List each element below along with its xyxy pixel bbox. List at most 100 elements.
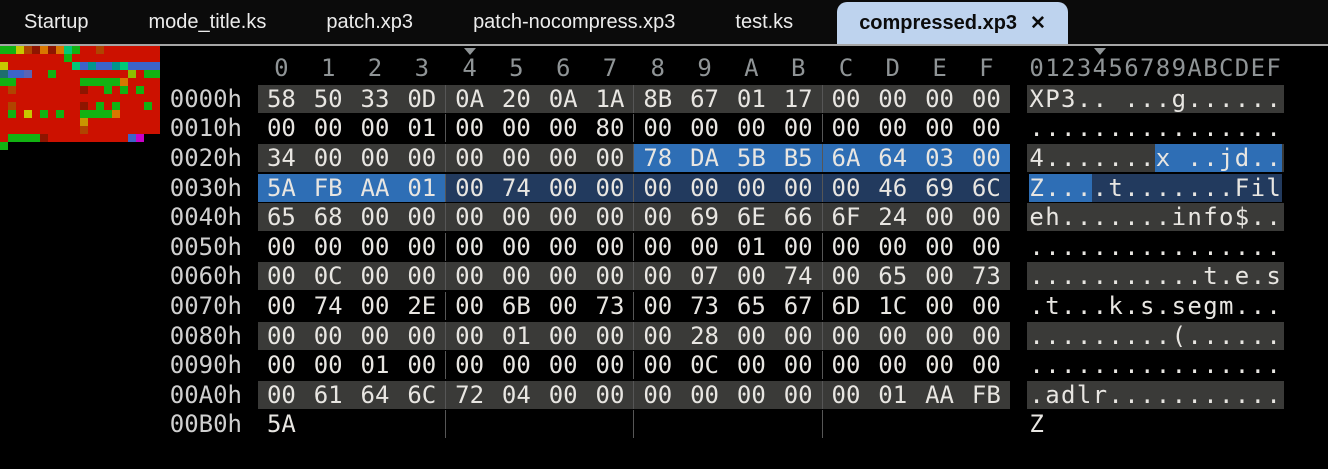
ascii-char[interactable]: .: [1187, 351, 1202, 380]
ascii-char[interactable]: .: [1155, 114, 1171, 143]
hex-byte[interactable]: 00: [643, 232, 673, 261]
hex-byte[interactable]: 01: [736, 232, 766, 261]
hex-byte[interactable]: 00: [548, 262, 578, 291]
ascii-char[interactable]: $: [1234, 203, 1250, 232]
hex-byte[interactable]: 00: [501, 114, 531, 143]
ascii-char[interactable]: .: [1140, 262, 1155, 291]
hex-byte[interactable]: 00: [783, 321, 813, 350]
ascii-char[interactable]: .: [1092, 84, 1108, 113]
ascii-char[interactable]: .: [1218, 380, 1234, 409]
hex-byte[interactable]: 00: [925, 114, 954, 143]
hex-byte[interactable]: 46: [869, 173, 917, 202]
hex-byte[interactable]: 00: [831, 232, 861, 261]
hex-byte[interactable]: 00: [831, 351, 861, 380]
ascii-char[interactable]: .: [1029, 114, 1044, 143]
hex-byte[interactable]: 00: [971, 321, 1001, 350]
ascii-char[interactable]: .: [1076, 203, 1092, 232]
hex-byte[interactable]: 00: [878, 84, 908, 113]
hex-byte[interactable]: 6F: [831, 203, 861, 232]
hex-byte[interactable]: 00: [822, 173, 870, 202]
ascii-char[interactable]: .: [1029, 351, 1044, 380]
ascii-char[interactable]: .: [1218, 84, 1234, 113]
ascii-char[interactable]: .: [1045, 351, 1060, 380]
ascii-char[interactable]: .: [1044, 173, 1061, 202]
ascii-char[interactable]: .: [1202, 173, 1219, 202]
hex-byte[interactable]: 00: [736, 321, 766, 350]
ascii-char[interactable]: [1266, 410, 1282, 438]
hex-byte[interactable]: [305, 410, 352, 438]
hex-byte[interactable]: 00: [783, 114, 813, 143]
hex-byte[interactable]: [493, 410, 540, 438]
hex-byte[interactable]: 04: [501, 380, 531, 409]
ascii-char[interactable]: .: [1218, 351, 1234, 380]
ascii-char[interactable]: [1060, 410, 1076, 438]
ascii-char[interactable]: .: [1266, 232, 1281, 261]
tab-patch-nocompress-xp3[interactable]: patch-nocompress.xp3: [473, 10, 676, 33]
ascii-char[interactable]: .: [1092, 262, 1108, 291]
hex-byte[interactable]: 00: [831, 84, 861, 113]
ascii-char[interactable]: .: [1108, 351, 1123, 380]
ascii-char[interactable]: .: [1155, 321, 1171, 350]
ascii-char[interactable]: .: [1061, 232, 1076, 261]
ascii-char[interactable]: .: [1155, 203, 1171, 232]
ascii-char[interactable]: [1155, 410, 1171, 438]
hex-byte[interactable]: 61: [313, 380, 343, 409]
hex-byte[interactable]: 00: [360, 203, 390, 232]
hex-byte[interactable]: 00: [831, 114, 861, 143]
hex-byte[interactable]: 6B: [501, 291, 531, 320]
ascii-char[interactable]: .: [1061, 203, 1076, 232]
ascii-char[interactable]: .: [1092, 232, 1108, 261]
ascii-char[interactable]: .: [1061, 262, 1076, 291]
ascii-char[interactable]: g: [1171, 84, 1187, 113]
ascii-char[interactable]: .: [1155, 262, 1171, 291]
hex-byte[interactable]: 1A: [595, 84, 625, 113]
hex-byte[interactable]: 00: [925, 321, 954, 350]
hex-byte[interactable]: 00: [501, 232, 531, 261]
hex-byte[interactable]: 00: [925, 203, 954, 232]
ascii-char[interactable]: s: [1171, 291, 1187, 320]
hex-byte[interactable]: 64: [360, 380, 390, 409]
ascii-char[interactable]: .: [1218, 232, 1234, 261]
hex-byte[interactable]: [681, 410, 728, 438]
hex-byte[interactable]: 00: [925, 232, 954, 261]
hex-byte[interactable]: 00: [971, 232, 1001, 261]
ascii-char[interactable]: [1045, 410, 1061, 438]
hex-byte[interactable]: 00: [548, 143, 578, 172]
hex-byte[interactable]: 00: [360, 114, 390, 143]
ascii-char[interactable]: .: [1076, 262, 1092, 291]
ascii-char[interactable]: .: [1076, 291, 1092, 320]
ascii-char[interactable]: .: [1171, 380, 1187, 409]
ascii-char[interactable]: [1170, 143, 1187, 172]
hex-byte[interactable]: 00: [595, 380, 625, 409]
hex-byte[interactable]: 69: [916, 173, 963, 202]
hex-byte[interactable]: 74: [492, 173, 540, 202]
hex-byte[interactable]: 5B: [727, 143, 775, 172]
hex-byte[interactable]: AA: [925, 380, 954, 409]
ascii-char[interactable]: [1234, 410, 1250, 438]
ascii-char[interactable]: l: [1265, 173, 1282, 202]
hex-byte[interactable]: 00: [455, 262, 485, 291]
hex-byte[interactable]: 00: [736, 114, 766, 143]
ascii-char[interactable]: .: [1124, 203, 1139, 232]
hex-byte[interactable]: 17: [783, 84, 813, 113]
hex-byte[interactable]: DA: [681, 143, 728, 172]
hex-byte[interactable]: 00: [595, 143, 625, 172]
ascii-char[interactable]: .: [1171, 114, 1187, 143]
ascii-char[interactable]: [1139, 410, 1155, 438]
hex-byte[interactable]: 01: [407, 114, 437, 143]
ascii-char[interactable]: .: [1076, 351, 1092, 380]
ascii-char[interactable]: X: [1029, 84, 1044, 113]
ascii-char[interactable]: .: [1203, 114, 1218, 143]
ascii-char[interactable]: Z: [1028, 173, 1045, 202]
hex-byte[interactable]: [398, 410, 445, 438]
hex-byte[interactable]: 00: [925, 262, 954, 291]
hex-byte[interactable]: 0C: [690, 351, 720, 380]
ascii-char[interactable]: .: [1155, 351, 1171, 380]
hex-byte[interactable]: 00: [595, 321, 625, 350]
hex-byte[interactable]: [823, 410, 870, 438]
hex-byte[interactable]: 69: [690, 203, 720, 232]
hex-byte[interactable]: 00: [446, 173, 493, 202]
hex-byte[interactable]: 00: [971, 84, 1001, 113]
ascii-char[interactable]: .: [1266, 291, 1281, 320]
ascii-char[interactable]: f: [1203, 203, 1218, 232]
